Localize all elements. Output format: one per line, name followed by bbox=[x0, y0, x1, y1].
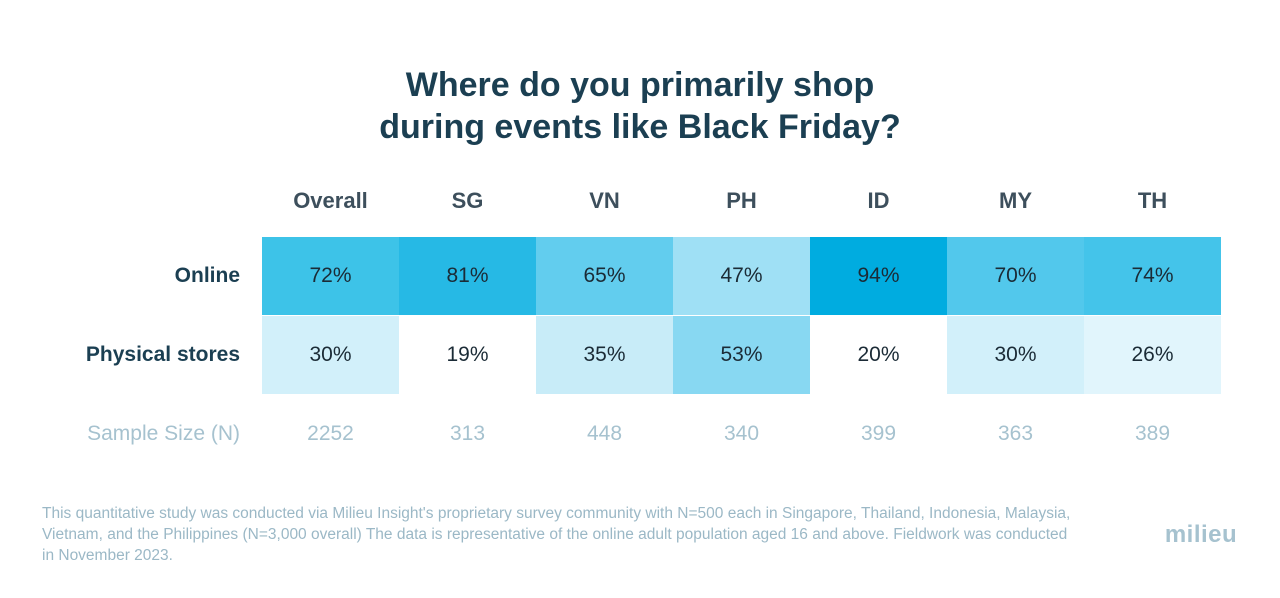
sample-size-value: 340 bbox=[723, 422, 760, 445]
sample-size-value: 399 bbox=[860, 422, 897, 445]
heatmap-cell: 72% bbox=[262, 237, 399, 315]
cell-value: 74% bbox=[1131, 264, 1174, 287]
row-label-physical-stores: Physical stores bbox=[85, 343, 240, 366]
sample-size-value: 363 bbox=[997, 422, 1034, 445]
cell-value: 35% bbox=[583, 343, 626, 366]
sample-size-label: Sample Size (N) bbox=[87, 422, 240, 445]
heatmap-cell: 53% bbox=[673, 316, 810, 394]
heatmap-cell: 74% bbox=[1084, 237, 1221, 315]
heatmap-cell: 30% bbox=[262, 316, 399, 394]
chart-title-line-1: Where do you primarily shop bbox=[405, 66, 875, 104]
heatmap-cell: 47% bbox=[673, 237, 810, 315]
sample-size-value: 2252 bbox=[307, 422, 354, 445]
milieu-logo: milieu bbox=[1164, 521, 1238, 548]
heatmap-cell: 70% bbox=[947, 237, 1084, 315]
cell-value: 19% bbox=[446, 343, 489, 366]
chart-title: Where do you primarily shop during event… bbox=[0, 64, 1280, 148]
column-header-overall: Overall bbox=[293, 188, 368, 213]
cell-value: 26% bbox=[1131, 343, 1174, 366]
heatmap-table: Overall SG VN PH ID MY TH Online 72% 81% 65% 47% 94%… bbox=[85, 188, 1221, 445]
column-header-vn: VN bbox=[589, 188, 620, 213]
cell-value: 30% bbox=[309, 343, 352, 366]
cell-value: 65% bbox=[583, 264, 626, 287]
chart-title-line-2: during events like Black Friday? bbox=[379, 108, 901, 146]
column-header-th: TH bbox=[1137, 188, 1168, 213]
cell-value: 81% bbox=[446, 264, 489, 287]
cell-value: 72% bbox=[309, 264, 352, 287]
cell-value: 47% bbox=[720, 264, 763, 287]
heatmap-cell: 20% bbox=[810, 316, 947, 394]
heatmap-cell: 35% bbox=[536, 316, 673, 394]
heatmap-cell: 94% bbox=[810, 237, 947, 315]
heatmap-cell: 30% bbox=[947, 316, 1084, 394]
heatmap-cell: 19% bbox=[399, 316, 536, 394]
sample-size-value: 448 bbox=[586, 422, 623, 445]
cell-value: 53% bbox=[720, 343, 763, 366]
cell-value: 94% bbox=[857, 264, 900, 287]
row-label-online: Online bbox=[174, 264, 240, 287]
column-header-my: MY bbox=[999, 188, 1032, 213]
column-header-ph: PH bbox=[726, 188, 757, 213]
sample-size-value: 313 bbox=[449, 422, 486, 445]
heatmap-cell: 65% bbox=[536, 237, 673, 315]
column-header-sg: SG bbox=[451, 188, 484, 213]
cell-value: 20% bbox=[857, 343, 900, 366]
cell-value: 30% bbox=[994, 343, 1037, 366]
heatmap-cell: 26% bbox=[1084, 316, 1221, 394]
heatmap-cell: 81% bbox=[399, 237, 536, 315]
sample-size-value: 389 bbox=[1134, 422, 1171, 445]
column-header-id: ID bbox=[867, 188, 890, 213]
cell-value: 70% bbox=[994, 264, 1037, 287]
footnote: This quantitative study was conducted vi… bbox=[42, 505, 1071, 564]
